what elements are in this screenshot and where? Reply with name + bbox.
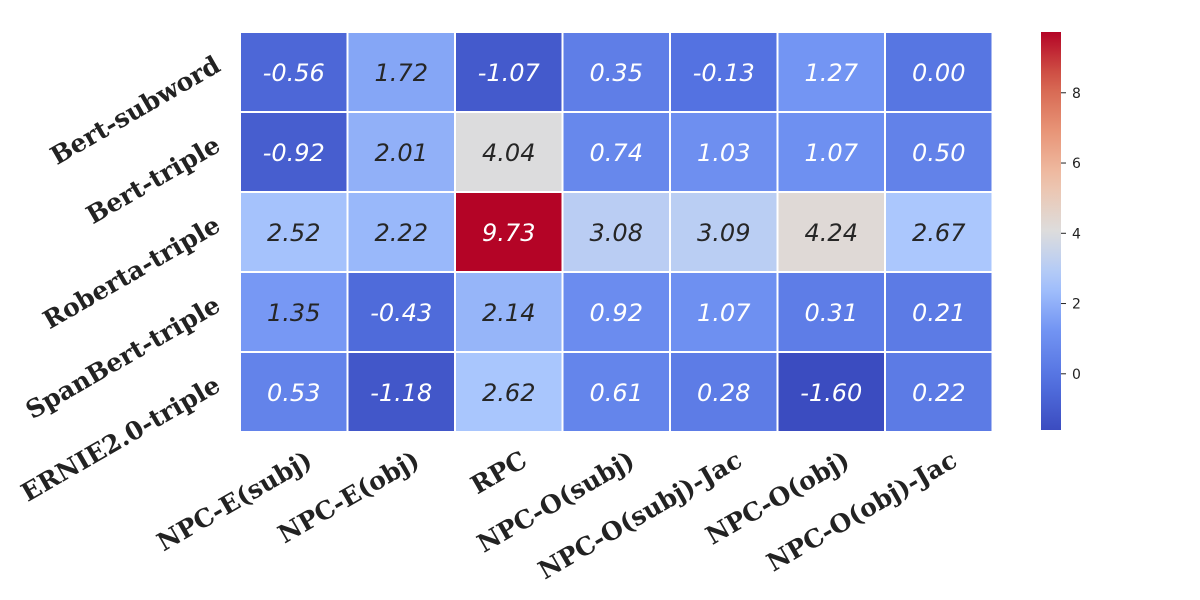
heatmap-cell [776,191,886,273]
cell-value-label: 4.24 [805,219,858,247]
cell-value-label: -1.07 [478,59,541,87]
cell-value-label: 0.21 [912,299,965,327]
heatmap-cell-labels: -0.56 1.72 -1.07 0.35 -0.13 1.27 0.00 -0.92 2.01… [263,59,967,407]
colorbar: 0 2 4 6 8 [1041,32,1081,430]
cell-value-label: -0.92 [263,139,325,167]
cell-value-label: 3.08 [590,219,643,247]
heatmap-cell [454,111,564,193]
row-labels: Bert-subwordBert-tripleRoberta-tripleSpa… [16,50,225,507]
cell-value-label: 0.22 [912,379,965,407]
heatmap-cell [239,111,349,193]
cell-value-label: 4.04 [482,139,535,167]
cell-value-label: 1.27 [805,59,859,87]
cell-value-label: 1.07 [697,299,751,327]
cell-value-label: 0.92 [590,299,643,327]
colorbar-tick-label: 0 [1072,367,1081,383]
heatmap-cell [239,271,349,353]
cell-value-label: 2.62 [482,379,535,407]
cell-value-label: 0.53 [267,379,320,407]
cell-value-label: 9.73 [482,219,535,247]
heatmap-cell [454,191,564,273]
cell-value-label: -1.18 [370,379,432,407]
heatmap-cell [239,31,349,113]
heatmap-cell [239,351,349,433]
cell-value-label: 0.61 [590,379,643,407]
column-label: NPC-O(subj)-Jac [533,445,746,585]
column-label: NPC-O(obj)-Jac [762,445,962,577]
heatmap-cell [884,351,994,433]
heatmap-cell [346,191,456,273]
column-label: RPC [466,445,532,500]
colorbar-gradient [1041,32,1061,430]
heatmap-cell [669,191,779,273]
cell-value-label: -1.60 [800,379,862,407]
cell-value-label: 0.31 [805,299,858,327]
heatmap-cell [776,31,886,113]
cell-value-label: 0.00 [912,59,965,87]
heatmap-cell [884,111,994,193]
cell-value-label: 0.74 [590,139,643,167]
cell-value-label: 2.67 [912,219,966,247]
heatmap-cell [776,351,886,433]
colorbar-tick-label: 6 [1072,156,1081,172]
colorbar-tick-label: 8 [1072,86,1081,102]
heatmap-cell [776,271,886,353]
heatmap-cell [884,191,994,273]
heatmap-cell [884,271,994,353]
heatmap-cells [239,31,994,433]
cell-value-label: 3.09 [697,219,750,247]
cell-value-label: 1.07 [805,139,859,167]
heatmap-cell [561,191,671,273]
cell-value-label: 1.35 [267,299,320,327]
cell-value-label: -0.56 [263,59,325,87]
cell-value-label: 2.01 [375,139,428,167]
cell-value-label: 0.50 [912,139,965,167]
heatmap-cell [346,31,456,113]
heatmap-cell [669,111,779,193]
cell-value-label: -0.43 [370,299,432,327]
cell-value-label: 2.14 [482,299,535,327]
cell-value-label: 0.28 [697,379,750,407]
colorbar-tick-label: 4 [1072,226,1081,242]
cell-value-label: 0.35 [590,59,643,87]
colorbar-tick-label: 2 [1072,297,1081,313]
cell-value-label: -0.13 [693,59,755,87]
heatmap-cell [346,271,456,353]
column-labels: NPC-E(subj)NPC-E(obj) RPCNPC-O(subj)NPC-O… [152,445,962,585]
cell-value-label: 1.72 [375,59,428,87]
cell-value-label: 2.52 [267,219,320,247]
cell-value-label: 1.03 [697,139,750,167]
heatmap-cell [454,351,564,433]
cell-value-label: 2.22 [375,219,428,247]
